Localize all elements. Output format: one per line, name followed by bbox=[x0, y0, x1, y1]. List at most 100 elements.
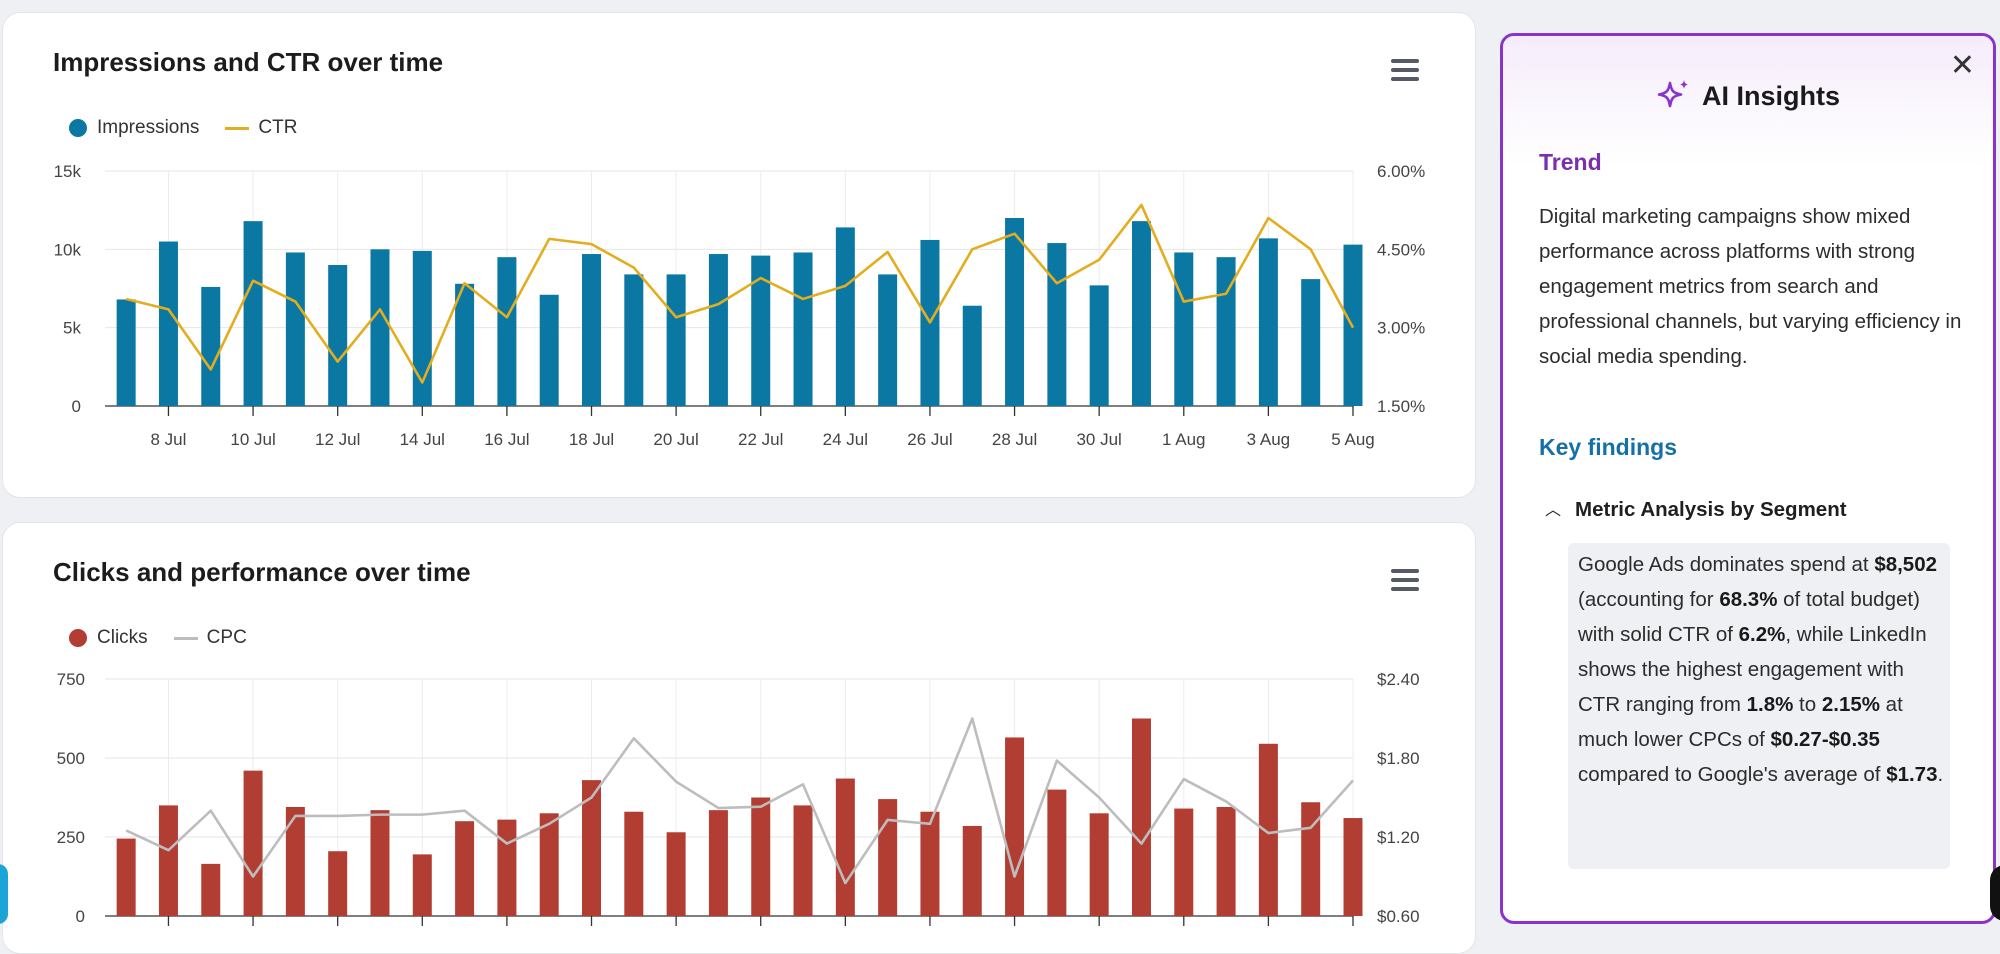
bar bbox=[666, 274, 686, 406]
bar bbox=[878, 799, 898, 916]
impressions-swatch bbox=[69, 119, 87, 137]
bar bbox=[1258, 238, 1278, 406]
ai-panel-title: AI Insights bbox=[1701, 80, 1840, 111]
bar bbox=[328, 851, 348, 916]
y-right-tick-label: 6.00% bbox=[1377, 162, 1425, 181]
impressions-ctr-card: Impressions and CTR over time Impression… bbox=[2, 12, 1476, 498]
y-left-tick-label: 0 bbox=[72, 397, 81, 416]
metric-analysis-toggle[interactable]: ︿ Metric Analysis by Segment bbox=[1545, 498, 1847, 522]
close-icon[interactable]: ✕ bbox=[1949, 49, 1975, 82]
bar bbox=[878, 274, 898, 406]
x-tick-label: 12 Jul bbox=[315, 430, 360, 449]
bar bbox=[370, 249, 390, 406]
legend-item-cpc[interactable]: CPC bbox=[173, 627, 247, 649]
bar bbox=[920, 811, 940, 916]
legend-item-ctr[interactable]: CTR bbox=[225, 117, 297, 139]
side-tab-handle[interactable] bbox=[0, 864, 8, 924]
bar bbox=[1301, 279, 1321, 406]
bar bbox=[412, 854, 432, 916]
metric-text-part: 68.3% bbox=[1719, 588, 1778, 611]
y-right-tick-label: 4.50% bbox=[1377, 240, 1425, 259]
bar bbox=[1258, 743, 1278, 916]
chart-legend: Impressions CTR bbox=[69, 117, 323, 139]
bar bbox=[158, 805, 178, 916]
bar bbox=[285, 806, 305, 916]
metric-text-part: compared to Google's average of bbox=[1578, 763, 1887, 786]
ctr-line bbox=[125, 203, 1355, 384]
metric-text-part: $8,502 bbox=[1874, 553, 1938, 576]
bar bbox=[1047, 789, 1067, 916]
bar bbox=[708, 254, 728, 406]
ai-panel-header bbox=[1503, 36, 1993, 166]
metric-section-title: Metric Analysis by Segment bbox=[1575, 498, 1847, 521]
legend-label-cpc: CPC bbox=[206, 627, 247, 648]
menu-icon[interactable] bbox=[1391, 569, 1419, 591]
bar bbox=[243, 221, 263, 406]
bar bbox=[455, 821, 475, 916]
bar bbox=[370, 810, 390, 916]
bar bbox=[1174, 808, 1194, 916]
x-tick-label: 20 Jul bbox=[653, 430, 698, 449]
sparkle-icon bbox=[1657, 80, 1688, 108]
y-left-tick-label: 250 bbox=[57, 828, 85, 847]
metric-analysis-text: Google Ads dominates spend at $8,502 (ac… bbox=[1578, 547, 1946, 792]
bar bbox=[497, 819, 517, 916]
bar bbox=[624, 811, 644, 916]
y-left-tick-label: 500 bbox=[57, 749, 85, 768]
y-right-tick-label: 1.50% bbox=[1377, 397, 1425, 416]
metric-text-part: Google Ads dominates spend at bbox=[1578, 553, 1875, 576]
y-right-tick-label: 3.00% bbox=[1377, 319, 1425, 338]
bar bbox=[1343, 818, 1363, 916]
y-left-tick-label: 0 bbox=[76, 907, 85, 926]
chart-legend: Clicks CPC bbox=[69, 627, 273, 649]
bar bbox=[1005, 218, 1025, 406]
metric-text-part: $0.27-$0.35 bbox=[1770, 728, 1880, 751]
clicks-cpc-chart: 0 250 500 750 $0.60 $1.20 $1.80 $2.40 bbox=[57, 670, 1420, 926]
bar bbox=[539, 813, 559, 916]
metric-text-part: 2.15% bbox=[1821, 693, 1880, 716]
bar bbox=[751, 255, 771, 406]
bar bbox=[285, 252, 305, 406]
x-tick-label: 1 Aug bbox=[1162, 430, 1206, 449]
x-tick-label: 30 Jul bbox=[1076, 430, 1121, 449]
ai-title-row: AI Insights bbox=[1503, 78, 1993, 114]
metric-text-part: 1.8% bbox=[1746, 693, 1794, 716]
bar bbox=[412, 250, 432, 406]
bar bbox=[1216, 806, 1236, 916]
bar bbox=[1131, 221, 1151, 406]
bar bbox=[497, 257, 517, 406]
legend-item-impressions[interactable]: Impressions bbox=[69, 117, 199, 139]
x-tick-label: 16 Jul bbox=[484, 430, 529, 449]
metric-text-part: to bbox=[1793, 693, 1822, 716]
y-right-tick-label: $0.60 bbox=[1377, 907, 1420, 926]
bar bbox=[835, 227, 855, 406]
trend-text: Digital marketing campaigns show mixed p… bbox=[1539, 205, 1962, 368]
bar bbox=[201, 863, 221, 916]
chevron-up-icon: ︿ bbox=[1545, 502, 1562, 519]
chat-widget-button[interactable] bbox=[1990, 865, 2000, 921]
bar bbox=[158, 241, 178, 406]
metric-text-part: , while LinkedIn shows the highest engag… bbox=[1578, 623, 1927, 716]
impressions-ctr-chart: 0 5k 10k 15k 1.50% 3.00% 4.50% 6.00% 8 Jul 10 Jul… bbox=[54, 162, 1426, 449]
metric-analysis-content: Google Ads dominates spend at $8,502 (ac… bbox=[1568, 543, 1950, 869]
x-tick-label: 3 Aug bbox=[1247, 430, 1291, 449]
y-left-tick-label: 5k bbox=[63, 319, 81, 338]
bar bbox=[1089, 813, 1109, 916]
bar bbox=[328, 265, 348, 406]
x-tick-label: 26 Jul bbox=[907, 430, 952, 449]
bar bbox=[666, 832, 686, 916]
bar bbox=[751, 797, 771, 916]
y-left-tick-label: 750 bbox=[57, 670, 85, 689]
cpc-swatch bbox=[173, 636, 198, 640]
bar bbox=[201, 286, 221, 406]
bar bbox=[243, 770, 263, 916]
legend-item-clicks[interactable]: Clicks bbox=[69, 627, 148, 649]
bar bbox=[116, 299, 136, 406]
bar bbox=[1005, 737, 1025, 916]
y-right-tick-label: $1.20 bbox=[1377, 828, 1420, 847]
menu-icon[interactable] bbox=[1391, 59, 1419, 81]
metric-text-part: $1.73 bbox=[1886, 763, 1938, 786]
bar bbox=[708, 810, 728, 916]
x-tick-label: 24 Jul bbox=[823, 430, 868, 449]
y-left-tick-label: 15k bbox=[54, 162, 82, 181]
